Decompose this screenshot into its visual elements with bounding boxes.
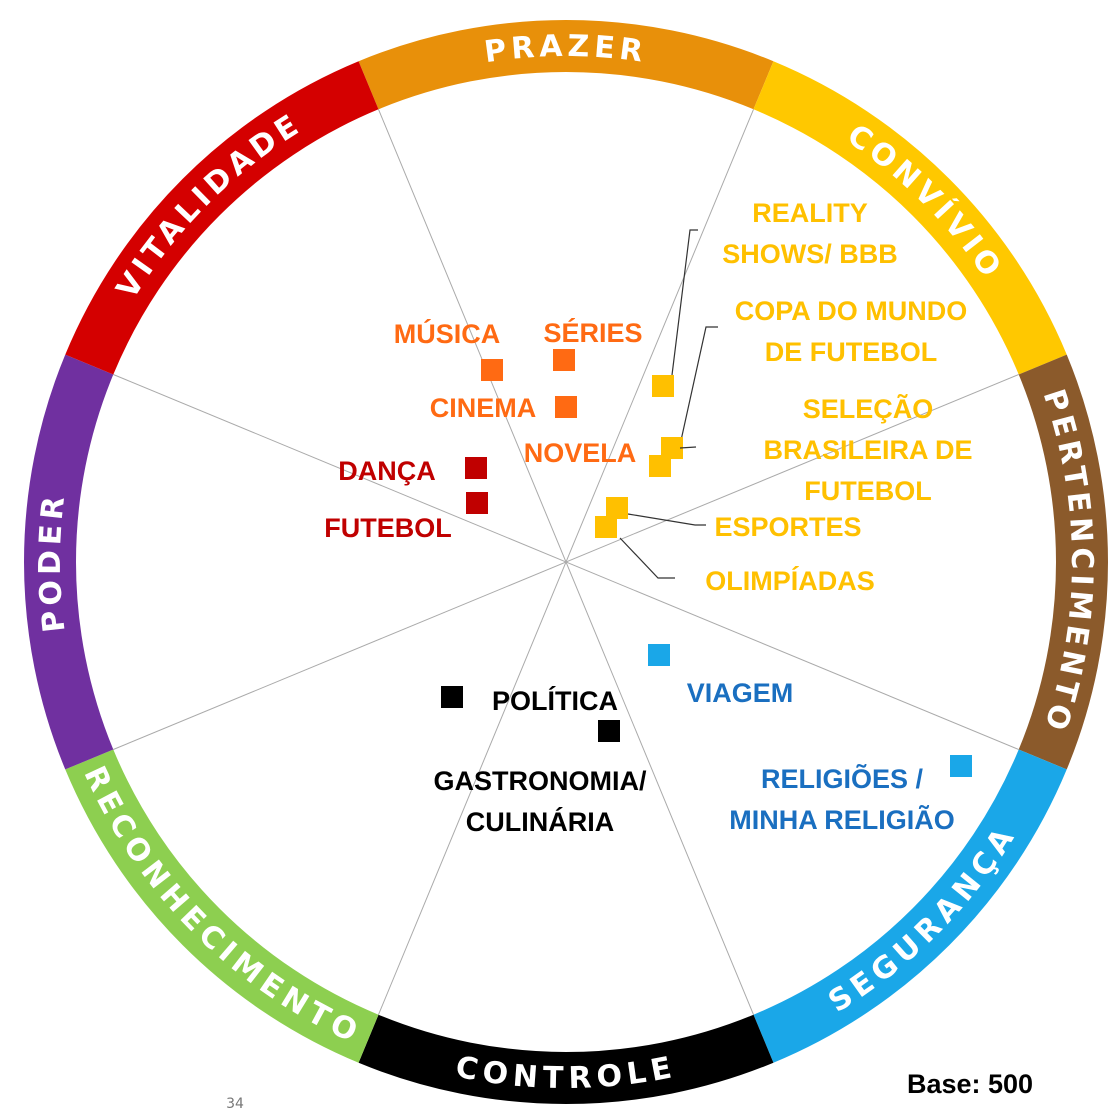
ring-segment <box>358 20 774 110</box>
divider-line <box>113 374 1019 750</box>
page-number: 34 <box>226 1096 244 1112</box>
leader-line <box>679 446 697 449</box>
item-marker <box>661 437 683 459</box>
item-marker <box>555 396 577 418</box>
leader-line <box>627 513 706 526</box>
leader-line <box>671 229 698 376</box>
item-label: OLIMPÍADAS <box>705 565 875 596</box>
item-label: CINEMA <box>430 393 537 423</box>
item-marker <box>441 686 463 708</box>
item-label: SELEÇÃO <box>803 393 934 424</box>
item-label: FUTEBOL <box>804 476 932 506</box>
item-label: NOVELA <box>524 438 637 468</box>
base-note: Base: 500 <box>907 1069 1033 1099</box>
item-marker <box>649 455 671 477</box>
ring-layer: PRAZERCONVÍVIOPERTENCIMENTOSEGURANÇACONT… <box>24 20 1108 1104</box>
item-label: DE FUTEBOL <box>765 337 938 367</box>
item-label: MÚSICA <box>394 318 501 349</box>
item-marker <box>466 492 488 514</box>
item-marker <box>595 516 617 538</box>
item-label: SÉRIES <box>543 317 642 348</box>
item-marker <box>606 497 628 519</box>
item-marker <box>648 644 670 666</box>
item-label: VIAGEM <box>687 678 794 708</box>
item-label: MINHA RELIGIÃO <box>729 804 955 835</box>
item-label: BRASILEIRA DE <box>763 435 972 465</box>
item-label: COPA DO MUNDO <box>735 296 968 326</box>
item-label: CULINÁRIA <box>466 806 615 837</box>
segment-label: PRAZER <box>482 28 650 69</box>
ring-segment <box>24 354 114 770</box>
items-layer: MÚSICA SÉRIES CINEMA NOVELA DANÇA FUTEBOL REAL… <box>324 198 972 837</box>
item-marker <box>950 755 972 777</box>
ring-segment <box>65 749 379 1063</box>
leader-line <box>619 537 675 579</box>
item-marker <box>553 349 575 371</box>
item-label: GASTRONOMIA/ <box>434 766 647 796</box>
ring-segment <box>358 1014 774 1104</box>
ring-segment <box>65 61 379 375</box>
item-label: REALITY <box>752 198 868 228</box>
item-marker <box>481 359 503 381</box>
segment-label-path: PRAZER <box>482 28 645 69</box>
ring-segment <box>753 749 1067 1063</box>
segment-label-path: PODER <box>32 490 67 634</box>
item-label: ESPORTES <box>714 512 861 542</box>
ring-segment <box>1018 354 1108 770</box>
item-label: SHOWS/ BBB <box>722 239 898 269</box>
item-marker <box>598 720 620 742</box>
item-label: POLÍTICA <box>492 685 618 716</box>
item-label: DANÇA <box>338 456 436 486</box>
ring-segment <box>753 61 1067 375</box>
item-marker <box>652 375 674 397</box>
segment-label: PODER <box>32 490 72 634</box>
item-label: FUTEBOL <box>324 513 452 543</box>
item-marker <box>465 457 487 479</box>
item-label: RELIGIÕES / <box>761 763 924 794</box>
leader-line <box>679 326 718 446</box>
